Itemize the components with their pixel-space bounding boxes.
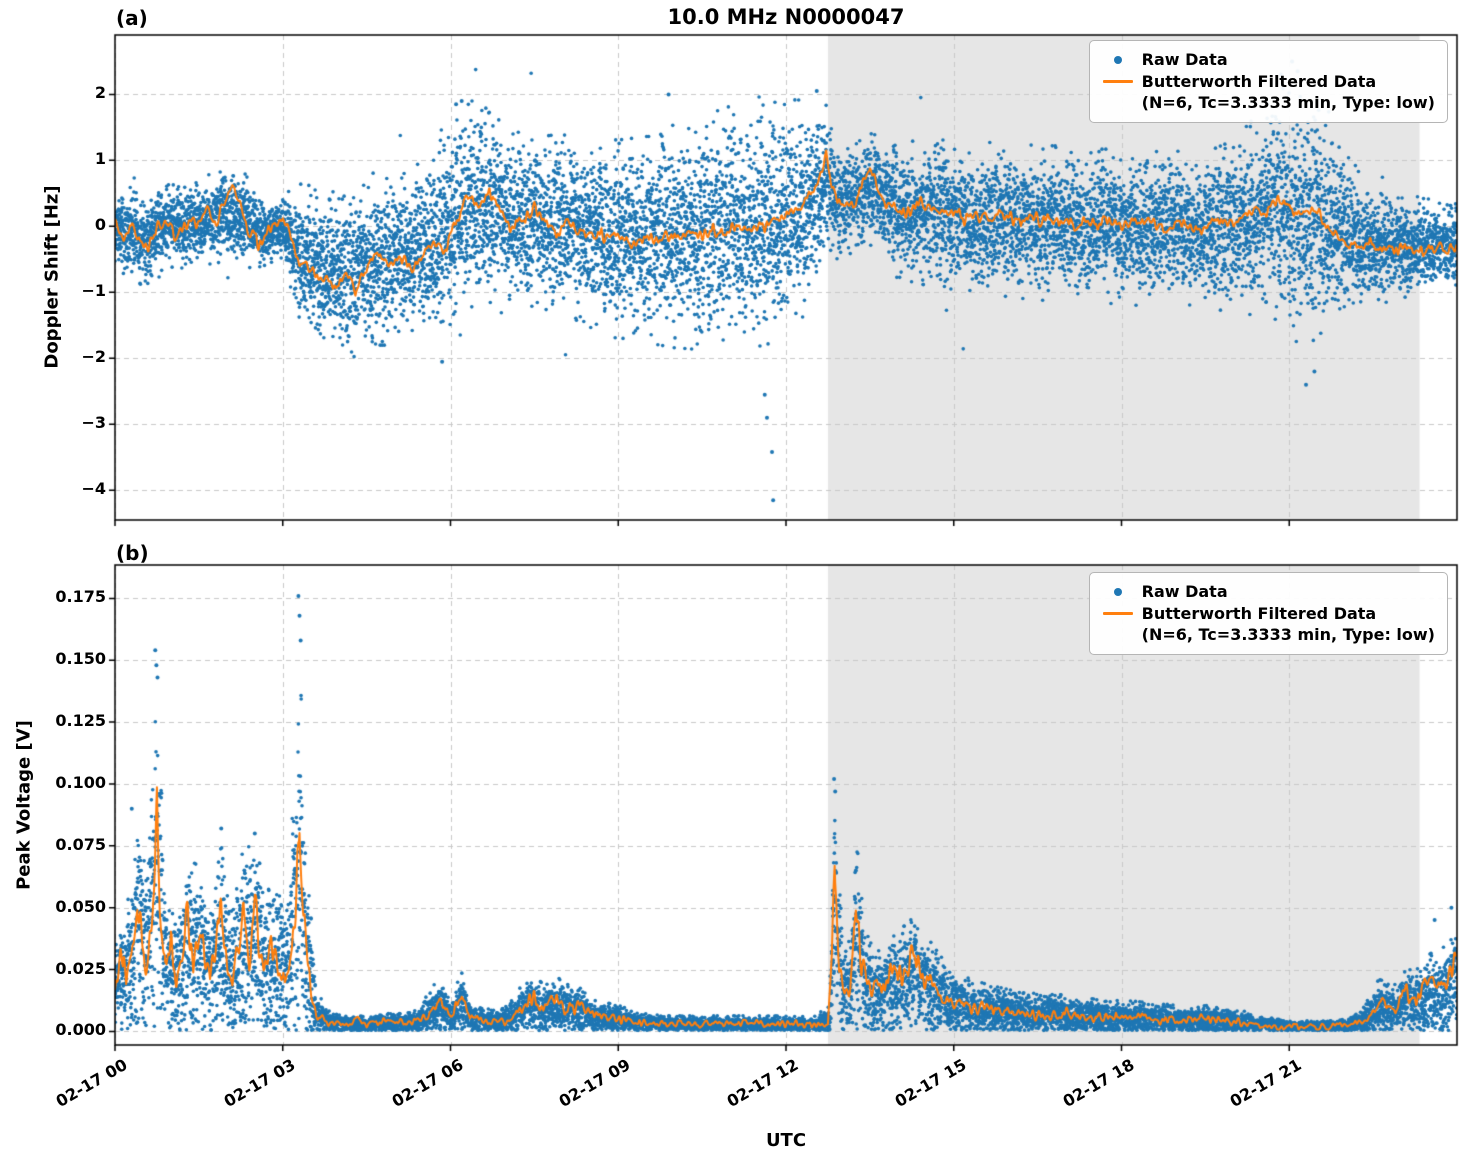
legend-row-filtered-params: (N=6, Tc=3.3333 min, Type: low) bbox=[1100, 624, 1435, 646]
raw-data-marker-wrap bbox=[1100, 587, 1136, 596]
panel-a-tag: (a) bbox=[116, 6, 148, 30]
legend-filtered-label: Butterworth Filtered Data bbox=[1141, 71, 1377, 91]
raw-data-marker bbox=[1113, 55, 1122, 64]
y-tick-label: −4 bbox=[81, 479, 106, 499]
legend-panel-b: Raw Data Butterworth Filtered Data (N=6,… bbox=[1088, 572, 1448, 655]
legend-row-raw: Raw Data bbox=[1100, 49, 1435, 71]
filtered-data-marker-wrap bbox=[1100, 79, 1136, 83]
legend-raw-label: Raw Data bbox=[1141, 50, 1228, 69]
legend-filtered-params: (N=6, Tc=3.3333 min, Type: low) bbox=[1141, 625, 1435, 645]
filtered-data-marker bbox=[1102, 79, 1133, 83]
y-tick-label: 0 bbox=[94, 215, 106, 235]
legend-panel-a: Raw Data Butterworth Filtered Data (N=6,… bbox=[1088, 40, 1448, 123]
legend-row-filtered-params: (N=6, Tc=3.3333 min, Type: low) bbox=[1100, 92, 1435, 114]
panel-b-tag: (b) bbox=[116, 541, 149, 565]
y-tick-label: 0.175 bbox=[55, 587, 106, 607]
y-axis-label-voltage: Peak Voltage [V] bbox=[13, 720, 35, 890]
filtered-data-marker bbox=[1102, 611, 1133, 615]
y-tick-label: 0.025 bbox=[55, 958, 106, 978]
y-tick-label: 0.100 bbox=[55, 772, 106, 792]
raw-data-marker bbox=[1113, 587, 1122, 596]
y-axis-label-doppler: Doppler Shift [Hz] bbox=[41, 185, 63, 369]
y-tick-label: −2 bbox=[81, 347, 106, 367]
y-tick-label: 2 bbox=[94, 83, 106, 103]
y-tick-label: −1 bbox=[81, 281, 106, 301]
legend-filtered-label: Butterworth Filtered Data bbox=[1141, 603, 1377, 623]
y-tick-label: −3 bbox=[81, 413, 106, 433]
figure-title: 10.0 MHz N0000047 bbox=[667, 5, 905, 29]
legend-row-raw: Raw Data bbox=[1100, 581, 1435, 603]
y-tick-label: 0.050 bbox=[55, 896, 106, 916]
y-tick-label: 0.000 bbox=[55, 1020, 106, 1040]
legend-row-filtered: Butterworth Filtered Data bbox=[1100, 603, 1435, 625]
legend-filtered-params: (N=6, Tc=3.3333 min, Type: low) bbox=[1141, 93, 1435, 113]
x-axis-label: UTC bbox=[765, 1130, 807, 1151]
y-tick-label: 0.150 bbox=[55, 649, 106, 669]
y-tick-label: 0.125 bbox=[55, 711, 106, 731]
legend-raw-label: Raw Data bbox=[1141, 582, 1228, 601]
filtered-data-marker-wrap bbox=[1100, 611, 1136, 615]
raw-data-marker-wrap bbox=[1100, 55, 1136, 64]
y-tick-label: 0.075 bbox=[55, 834, 106, 854]
legend-row-filtered: Butterworth Filtered Data bbox=[1100, 71, 1435, 93]
y-tick-label: 1 bbox=[94, 149, 106, 169]
